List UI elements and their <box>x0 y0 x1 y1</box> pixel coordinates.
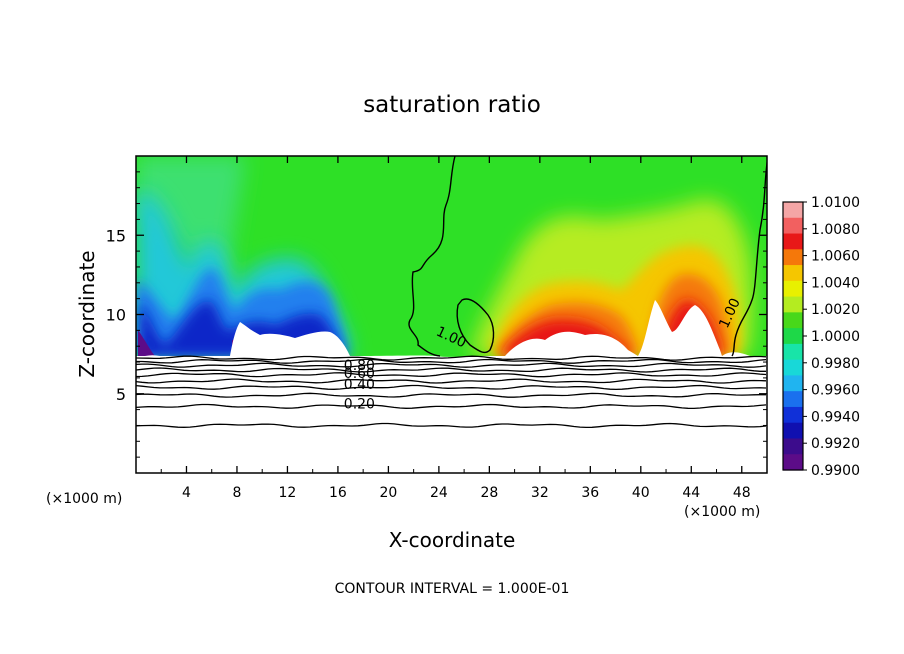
x-tick-label: 4 <box>182 485 191 501</box>
colorbar-label: 1.0040 <box>811 275 860 291</box>
contour-line <box>136 403 767 410</box>
colorbar-swatch <box>783 422 803 440</box>
colorbar-label: 0.9920 <box>811 436 860 452</box>
below-cloud-region <box>136 300 767 473</box>
contour-line <box>136 358 767 364</box>
colorbar-swatch <box>783 343 803 361</box>
colorbar-swatch <box>783 249 803 266</box>
horizontal-contours <box>136 355 767 429</box>
x-tick-label: 44 <box>682 485 700 501</box>
x-tick-label: 12 <box>279 485 297 501</box>
colorbar-swatch <box>783 454 803 471</box>
x-tick-label: 20 <box>379 485 397 501</box>
colorbar-label: 1.0080 <box>811 222 860 238</box>
colorbar: 1.0100 1.0080 1.0060 1.0040 1.0020 1.0000 0.99… <box>782 195 860 479</box>
chart-title: saturation ratio <box>363 92 541 118</box>
x-unit-right: (×1000 m) <box>684 504 760 520</box>
contour-line <box>136 378 767 384</box>
colorbar-swatch <box>783 328 803 345</box>
colorbar-label: 1.0060 <box>811 249 860 265</box>
contour-1.00 <box>408 156 767 357</box>
colorbar-swatch <box>783 233 803 250</box>
x-tick-label: 16 <box>329 485 347 501</box>
contour-line <box>136 355 767 361</box>
colorbar-swatch <box>783 391 803 408</box>
colorbar-swatch <box>783 265 803 282</box>
colorbar-swatch <box>783 359 803 377</box>
x-tick-label: 36 <box>581 485 599 501</box>
contour-line <box>136 422 767 429</box>
colorbar-label: 1.0000 <box>811 329 860 345</box>
x-tick-label: 48 <box>733 485 751 501</box>
contour-line <box>136 384 767 391</box>
colorbar-label: 0.9940 <box>811 409 860 425</box>
y-tick-label: 15 <box>106 226 126 245</box>
x-tick-label: 28 <box>480 485 498 501</box>
colorbar-swatch <box>783 280 803 298</box>
colorbar-label: 0.9960 <box>811 383 860 399</box>
colorbar-swatch <box>783 202 803 219</box>
x-axis: 4 8 12 16 20 24 28 32 36 40 44 48 <box>160 156 768 501</box>
contour-line <box>136 362 767 368</box>
contour-interval-note: CONTOUR INTERVAL = 1.000E-01 <box>335 581 570 597</box>
colorbar-swatch <box>783 438 803 455</box>
x-axis-label: X-coordinate <box>389 528 516 552</box>
colorbar-swatch <box>783 375 803 392</box>
y-axis-label: Z-coordinate <box>75 250 99 377</box>
contour-label: 0.20 <box>344 396 375 412</box>
y-axis: 5 10 15 <box>106 171 767 458</box>
colorbar-label: 1.0100 <box>811 195 860 211</box>
contour-label: 0.60 <box>344 366 375 382</box>
y-tick-label: 5 <box>116 385 126 404</box>
colorbar-swatch <box>783 406 803 424</box>
x-tick-label: 40 <box>632 485 650 501</box>
y-tick-label: 10 <box>106 306 126 325</box>
contour-label: 0.80 <box>344 358 375 374</box>
colorbar-label: 1.0020 <box>811 302 860 318</box>
colorbar-label: 0.9900 <box>811 463 860 479</box>
contour-line <box>136 392 766 398</box>
x-tick-label: 24 <box>430 485 448 501</box>
plot-area <box>136 156 767 473</box>
colorbar-swatch <box>783 217 803 235</box>
colorbar-label: 0.9980 <box>811 356 860 372</box>
x-tick-label: 32 <box>531 485 549 501</box>
colorbar-swatch <box>783 296 803 313</box>
x-tick-label: 8 <box>232 485 241 501</box>
contour-line <box>136 372 767 378</box>
colorbar-swatch <box>783 312 803 329</box>
x-unit-left: (×1000 m) <box>46 491 122 507</box>
contour-label: 0.40 <box>344 377 375 393</box>
contour-line <box>136 367 766 373</box>
